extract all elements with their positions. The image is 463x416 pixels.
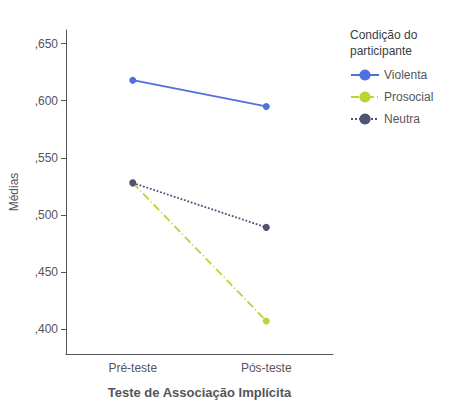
svg-text:,550: ,550 [35, 151, 59, 165]
svg-text:Médias: Médias [7, 173, 21, 212]
svg-text:Pré-teste: Pré-teste [108, 361, 157, 375]
svg-text:,600: ,600 [35, 94, 59, 108]
svg-text:Pós-teste: Pós-teste [241, 361, 292, 375]
svg-text:,650: ,650 [35, 37, 59, 51]
svg-text:Prosocial: Prosocial [384, 90, 433, 104]
svg-text:,500: ,500 [35, 208, 59, 222]
svg-text:,450: ,450 [35, 265, 59, 279]
svg-text:Violenta: Violenta [384, 68, 427, 82]
svg-text:Condição do: Condição do [350, 28, 418, 42]
svg-text:Neutra: Neutra [384, 112, 420, 126]
svg-text:participante: participante [350, 44, 412, 58]
svg-text:,400: ,400 [35, 322, 59, 336]
svg-text:Teste de Associação Implícita: Teste de Associação Implícita [108, 385, 292, 400]
